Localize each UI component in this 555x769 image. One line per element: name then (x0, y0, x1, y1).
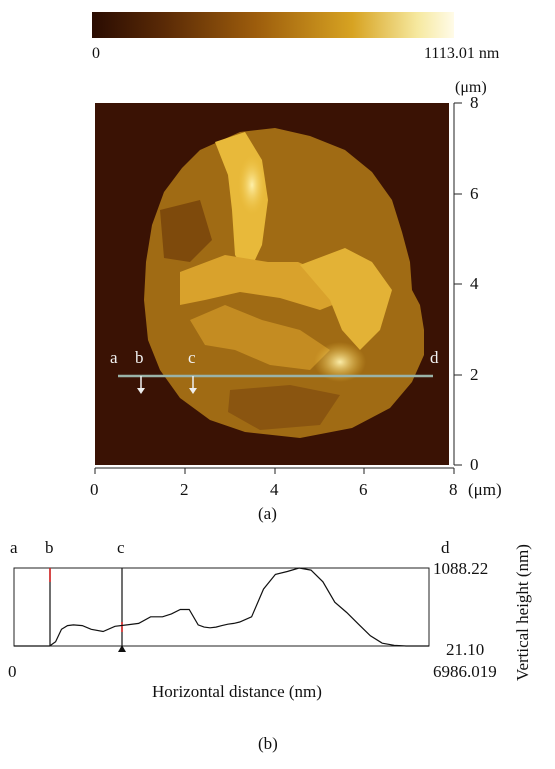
image-marker-d: d (430, 348, 439, 367)
y-tick-label: 2 (470, 365, 479, 384)
profile-y-min-label: 21.10 (446, 640, 485, 659)
x-tick-label: 6 (359, 480, 368, 499)
y-ticks (454, 102, 462, 466)
afm-bright-spot (314, 342, 366, 382)
y-tick-label: 0 (470, 455, 479, 474)
afm-shadow-lower (228, 385, 340, 430)
x-tick-label: 0 (90, 480, 99, 499)
afm-bright-spot-top (238, 155, 266, 215)
colorbar-min-label: 0 (92, 45, 100, 62)
x-tick-label: 2 (180, 480, 189, 499)
afm-shadow-left (160, 200, 212, 262)
profile-marker-d: d (441, 538, 450, 557)
y-unit-label: (μm) (455, 79, 487, 96)
profile-marker-c: c (117, 538, 125, 557)
profile-x-axis-title: Horizontal distance (nm) (152, 682, 322, 701)
x-unit-label: (μm) (468, 480, 502, 499)
x-tick-label: 8 (449, 480, 458, 499)
x-ticks (94, 468, 455, 474)
colorbar (92, 12, 454, 38)
afm-ridge-lower (190, 305, 330, 370)
image-marker-b: b (135, 348, 144, 367)
marker-b-arrowhead (137, 388, 145, 394)
y-tick-label: 8 (470, 93, 479, 112)
profile-marker-a: a (10, 538, 18, 557)
x-tick-label: 4 (270, 480, 279, 499)
profile-x-max-label: 6986.019 (433, 662, 497, 681)
afm-figure (92, 12, 462, 474)
colorbar-max-label: 1113.01 nm (424, 45, 500, 62)
y-tick-label: 4 (470, 274, 479, 293)
profile-marker-c-triangle (118, 645, 126, 652)
profile-series-line (14, 567, 429, 647)
profile-x-min-label: 0 (8, 662, 17, 681)
caption-b: (b) (258, 734, 278, 753)
profile-y-max-label: 1088.22 (433, 559, 489, 578)
image-marker-a: a (110, 348, 118, 367)
image-marker-c: c (188, 348, 196, 367)
profile-plot-frame (13, 567, 430, 647)
caption-a: (a) (258, 504, 277, 523)
profile-marker-b: b (45, 538, 54, 557)
y-tick-label: 6 (470, 184, 479, 203)
afm-ridge-right (300, 248, 392, 350)
marker-c-arrowhead (189, 388, 197, 394)
profile-y-axis-title: Vertical height (nm) (512, 544, 532, 681)
